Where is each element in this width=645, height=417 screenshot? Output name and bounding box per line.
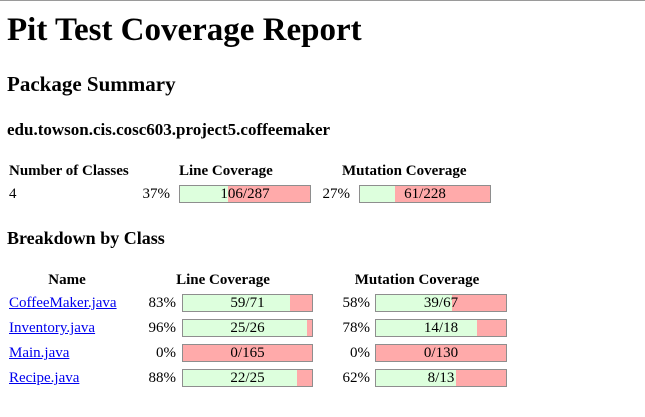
line-coverage-bar-label: 106/287 <box>220 186 270 202</box>
number-of-classes-value: 4 <box>9 186 17 202</box>
row-line-percent: 0% <box>156 345 176 361</box>
breakdown-heading: Breakdown by Class <box>7 228 165 248</box>
row-line-bar-covered <box>183 320 308 336</box>
mutation-coverage-percent: 27% <box>322 186 351 202</box>
mutation-coverage-bar: 61/228 <box>359 185 491 203</box>
class-link-inventory[interactable]: Inventory.java <box>9 320 96 336</box>
row-mutation-bar-label: 39/67 <box>423 295 459 311</box>
page-title: Pit Test Coverage Report <box>7 12 362 48</box>
row-line-bar: 0/165 <box>182 344 313 362</box>
row-line-bar: 59/71 <box>182 294 313 312</box>
row-line-percent: 83% <box>148 295 177 311</box>
breakdown-header-mutation-coverage: Mutation Coverage <box>354 272 480 288</box>
row-mutation-bar-covered <box>376 320 478 336</box>
row-mutation-bar: 39/67 <box>375 294 507 312</box>
header-name: Name <box>48 272 86 288</box>
row-mutation-bar-label: 0/130 <box>423 345 459 361</box>
row-mutation-percent: 0% <box>350 345 370 361</box>
row-line-bar: 25/26 <box>182 319 313 337</box>
line-coverage-percent: 37% <box>142 186 171 202</box>
class-link-coffeemaker[interactable]: CoffeeMaker.java <box>9 295 117 311</box>
row-mutation-bar: 0/130 <box>375 344 507 362</box>
row-line-bar-label: 22/25 <box>230 370 265 386</box>
row-mutation-bar-covered <box>376 370 456 386</box>
row-line-bar-covered <box>183 370 297 386</box>
header-line-coverage: Line Coverage <box>179 163 273 179</box>
row-line-bar-label: 25/26 <box>230 320 265 336</box>
mutation-coverage-bar-covered <box>360 186 395 202</box>
row-mutation-percent: 62% <box>342 370 371 386</box>
row-mutation-percent: 58% <box>342 295 371 311</box>
line-coverage-bar-covered <box>180 186 228 202</box>
class-link-recipe[interactable]: Recipe.java <box>9 370 80 386</box>
row-mutation-percent: 78% <box>342 320 371 336</box>
line-coverage-bar: 106/287 <box>179 185 311 203</box>
row-line-bar: 22/25 <box>182 369 313 387</box>
breakdown-header-line-coverage: Line Coverage <box>176 272 270 288</box>
class-link-main[interactable]: Main.java <box>9 345 70 361</box>
row-mutation-bar: 14/18 <box>375 319 507 337</box>
row-line-percent: 88% <box>148 370 177 386</box>
package-summary-heading: Package Summary <box>7 72 176 96</box>
row-line-percent: 96% <box>148 320 177 336</box>
package-name: edu.towson.cis.cosc603.project5.coffeema… <box>7 120 331 139</box>
row-line-bar-covered <box>183 295 291 311</box>
mutation-coverage-bar-label: 61/228 <box>404 186 446 202</box>
row-line-bar-label: 59/71 <box>230 295 265 311</box>
row-mutation-bar-covered <box>376 295 452 311</box>
row-mutation-bar-label: 14/18 <box>423 320 459 336</box>
header-mutation-coverage: Mutation Coverage <box>342 163 467 179</box>
row-mutation-bar-label: 8/13 <box>427 370 455 386</box>
row-mutation-bar: 8/13 <box>375 369 507 387</box>
row-line-bar-label: 0/165 <box>230 345 265 361</box>
header-number-of-classes: Number of Classes <box>9 163 129 179</box>
